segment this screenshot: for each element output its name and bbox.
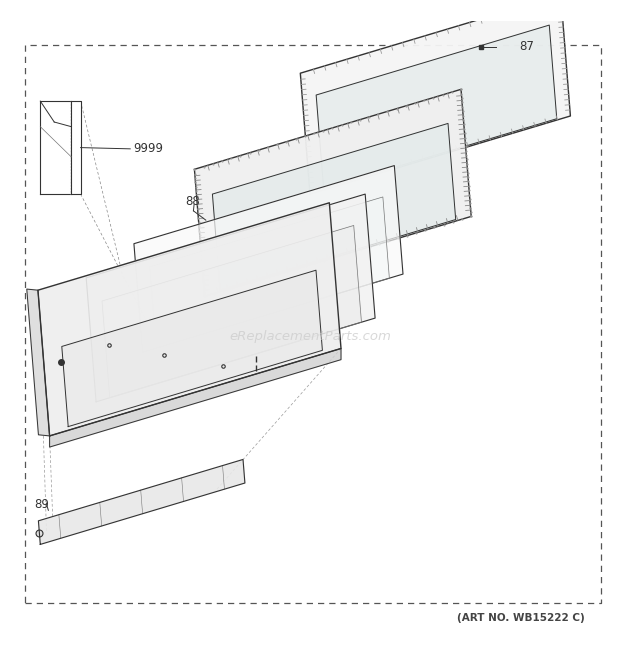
Polygon shape	[134, 165, 403, 352]
Text: (ART NO. WB15222 C): (ART NO. WB15222 C)	[457, 613, 585, 623]
Text: 89: 89	[34, 498, 49, 510]
Polygon shape	[102, 225, 361, 398]
Polygon shape	[86, 194, 375, 402]
Polygon shape	[38, 203, 341, 436]
Polygon shape	[27, 289, 50, 436]
Polygon shape	[316, 25, 557, 188]
Text: eReplacementParts.com: eReplacementParts.com	[229, 330, 391, 343]
Polygon shape	[213, 124, 456, 290]
Polygon shape	[38, 459, 245, 545]
Text: 87: 87	[520, 40, 534, 53]
Polygon shape	[300, 0, 570, 194]
Polygon shape	[195, 89, 471, 296]
Polygon shape	[50, 348, 341, 447]
Polygon shape	[40, 101, 81, 194]
Polygon shape	[62, 270, 322, 426]
Text: 88: 88	[185, 195, 200, 208]
Text: 9999: 9999	[133, 142, 163, 155]
Polygon shape	[150, 197, 389, 348]
